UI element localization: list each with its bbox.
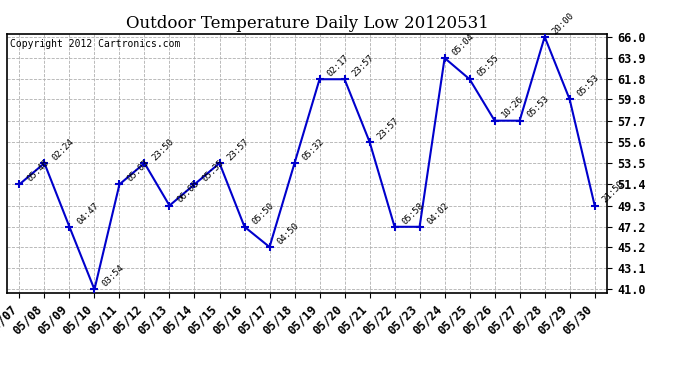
Title: Outdoor Temperature Daily Low 20120531: Outdoor Temperature Daily Low 20120531 (126, 15, 489, 32)
Text: 05:35: 05:35 (200, 158, 226, 184)
Text: 06:06: 06:06 (175, 179, 200, 205)
Text: 05:53: 05:53 (525, 94, 551, 120)
Text: 21:50: 21:50 (600, 179, 626, 205)
Text: 03:54: 03:54 (100, 263, 126, 289)
Text: 23:57: 23:57 (225, 137, 250, 162)
Text: 05:03: 05:03 (125, 158, 150, 184)
Text: 10:26: 10:26 (500, 94, 526, 120)
Text: 05:46: 05:46 (25, 158, 50, 184)
Text: 05:58: 05:58 (400, 201, 426, 226)
Text: 23:57: 23:57 (350, 53, 375, 78)
Text: Copyright 2012 Cartronics.com: Copyright 2012 Cartronics.com (10, 39, 180, 49)
Text: 02:24: 02:24 (50, 137, 75, 162)
Text: 05:04: 05:04 (450, 32, 475, 57)
Text: 05:53: 05:53 (575, 73, 600, 99)
Text: 05:50: 05:50 (250, 201, 275, 226)
Text: 20:00: 20:00 (550, 10, 575, 36)
Text: 02:17: 02:17 (325, 53, 351, 78)
Text: 23:57: 23:57 (375, 116, 400, 141)
Text: 23:50: 23:50 (150, 137, 175, 162)
Text: 04:47: 04:47 (75, 201, 100, 226)
Text: 04:50: 04:50 (275, 221, 300, 246)
Text: 05:55: 05:55 (475, 53, 500, 78)
Text: 05:32: 05:32 (300, 137, 326, 162)
Text: 04:02: 04:02 (425, 201, 451, 226)
